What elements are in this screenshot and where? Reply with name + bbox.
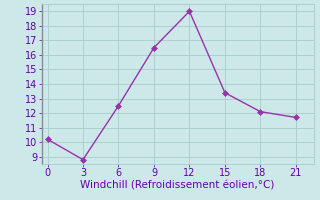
X-axis label: Windchill (Refroidissement éolien,°C): Windchill (Refroidissement éolien,°C): [80, 181, 275, 191]
